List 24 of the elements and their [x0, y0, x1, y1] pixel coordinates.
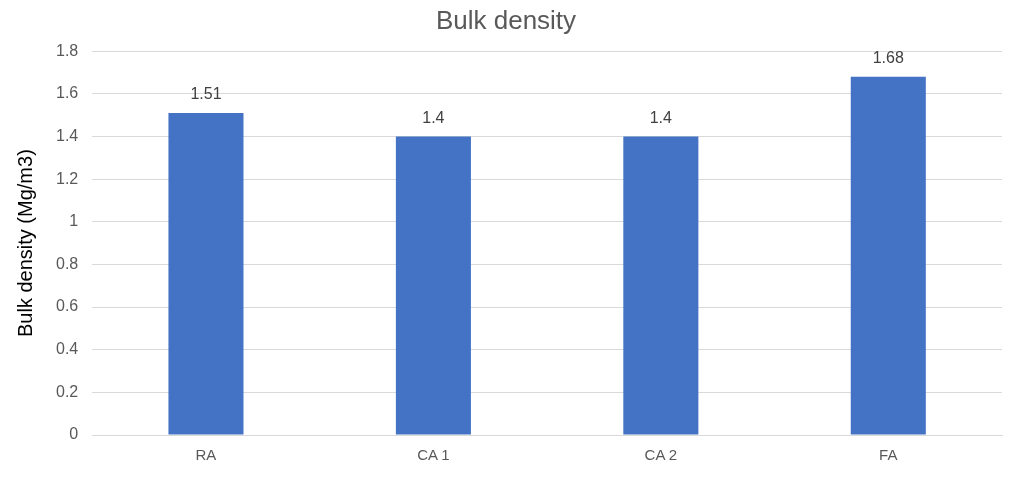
x-tick-label: RA — [195, 446, 217, 464]
y-tick-label: 0.8 — [55, 254, 79, 272]
data-label: 1.4 — [649, 108, 673, 126]
bar — [168, 113, 244, 435]
chart-title: Bulk density — [435, 4, 577, 35]
y-axis-title: Bulk density (Mg/m3) — [13, 149, 36, 338]
data-label: 1.68 — [872, 49, 904, 67]
x-tick-label: CA 2 — [644, 446, 678, 464]
x-tick-label: FA — [879, 446, 898, 464]
y-tick-label: 1.8 — [55, 41, 79, 59]
bar — [623, 136, 699, 435]
data-label: 1.51 — [190, 85, 222, 103]
y-tick-label: 1 — [69, 212, 79, 230]
x-tick-label: CA 1 — [417, 446, 450, 464]
y-tick-label: 0 — [69, 425, 79, 443]
y-tick-label: 1.6 — [55, 84, 79, 102]
y-tick-label: 1.4 — [55, 126, 79, 144]
bar — [395, 136, 471, 435]
bar — [850, 76, 926, 435]
y-tick-label: 0.4 — [55, 340, 79, 358]
y-tick-label: 1.2 — [55, 169, 79, 187]
data-label: 1.4 — [422, 108, 445, 126]
y-tick-label: 0.6 — [55, 297, 79, 315]
y-tick-label: 0.2 — [55, 382, 79, 400]
